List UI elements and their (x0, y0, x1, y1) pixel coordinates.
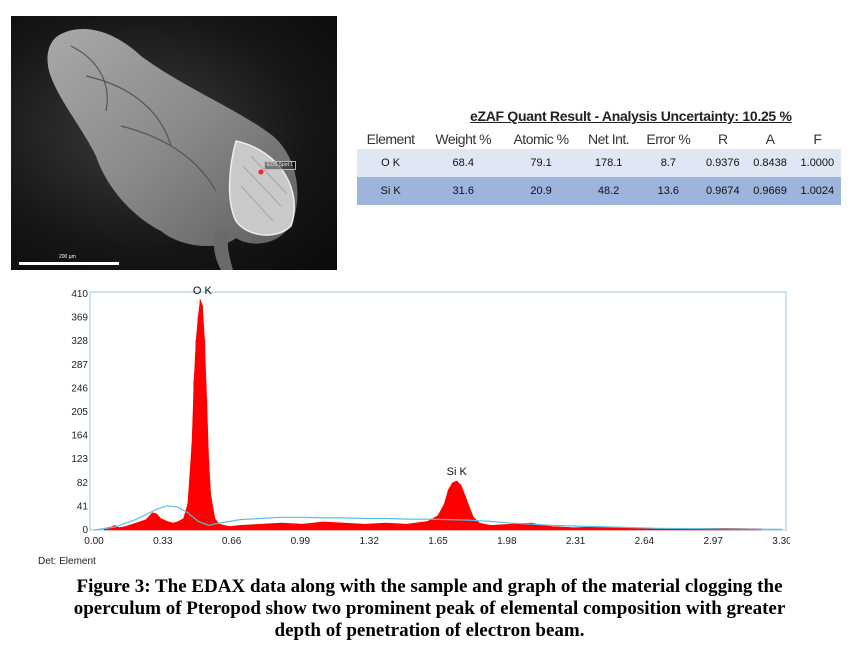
table-cell: 0.9674 (699, 177, 747, 205)
table-row: O K 68.4 79.1 178.1 8.7 0.9376 0.8438 1.… (357, 149, 841, 177)
y-tick-label: 82 (77, 478, 89, 489)
header-cell: Element (366, 131, 415, 147)
scale-bar: 200 µm (11, 254, 337, 270)
x-tick-label: 0.00 (84, 536, 104, 547)
peak-label: O K (193, 285, 213, 297)
caption-line: depth of penetration of electron beam. (274, 620, 585, 641)
table-cell: 1.0024 (793, 177, 841, 205)
x-tick-label: 3.30 (772, 536, 790, 547)
x-axis: 0.00 0.33 0.66 0.99 1.32 1.65 1.98 2.31 2.64 2.97… (84, 536, 790, 547)
table-cell: O K (357, 149, 425, 177)
x-tick-label: 2.31 (566, 536, 586, 547)
y-tick-label: 246 (71, 383, 88, 394)
table-cell: 79.1 (502, 149, 580, 177)
table-cell: 178.1 (579, 149, 638, 177)
header-cell: Error % (646, 131, 691, 147)
x-tick-label: 0.99 (291, 536, 311, 547)
caption-line: Figure 3: The EDAX data along with the s… (76, 576, 783, 597)
y-tick-label: 369 (71, 313, 88, 324)
y-tick-label: 328 (71, 336, 88, 347)
x-tick-label: 1.98 (497, 536, 517, 547)
series-layer (93, 299, 783, 531)
y-tick-label: 205 (71, 407, 88, 418)
x-tick-label: 0.33 (153, 536, 173, 547)
y-tick-label: 164 (71, 431, 88, 442)
peak-label: Si K (447, 466, 468, 478)
y-tick-label: 41 (77, 501, 89, 512)
y-tick-label: 123 (71, 454, 88, 465)
y-axis: 0 41 82 123 164 205 246 287 328 369 410 (71, 289, 88, 536)
header-cell: R (718, 131, 728, 147)
figure-caption: Figure 3: The EDAX data along with the s… (0, 576, 859, 642)
table-cell: 48.2 (579, 177, 638, 205)
caption-line: operculum of Pteropod show two prominent… (73, 598, 786, 619)
table-cell: 20.9 (502, 177, 580, 205)
table-cell: 0.8438 (746, 149, 794, 177)
header-cell: Weight % (435, 131, 492, 147)
x-tick-label: 2.64 (635, 536, 655, 547)
quant-table: Element Weight % Atomic % Net Int. Error… (357, 129, 841, 205)
table-cell: 68.4 (424, 149, 503, 177)
x-tick-label: 1.65 (428, 536, 448, 547)
table-cell: 31.6 (424, 177, 503, 205)
table-cell: 8.7 (637, 149, 700, 177)
y-tick-label: 410 (71, 289, 88, 300)
detector-label: Det: Element (38, 556, 96, 567)
peak-labels: O K Si K (193, 285, 468, 478)
scale-bar-line (19, 262, 119, 265)
table-cell: 1.0000 (793, 149, 841, 177)
x-tick-label: 2.97 (703, 536, 723, 547)
scale-bar-label: 200 µm (59, 254, 76, 260)
y-tick-label: 0 (82, 525, 88, 536)
spectrum-series (104, 299, 762, 531)
table-cell: 0.9376 (699, 149, 747, 177)
pteropod-shell-graphic (47, 29, 298, 270)
table-cell: Si K (357, 177, 425, 205)
header-cell: F (813, 131, 822, 147)
quant-header-row: Element Weight % Atomic % Net Int. Error… (357, 129, 841, 149)
y-tick-label: 287 (71, 360, 88, 371)
x-tick-label: 1.32 (359, 536, 379, 547)
eds-spot-label: EDS Spot 1 (264, 161, 297, 170)
header-cell: Net Int. (588, 131, 630, 147)
background-fit-line (93, 505, 783, 531)
header-cell: A (765, 131, 775, 147)
table-cell: 13.6 (637, 177, 700, 205)
table-row: Si K 31.6 20.9 48.2 13.6 0.9674 0.9669 1… (357, 177, 841, 205)
table-cell: 0.9669 (746, 177, 794, 205)
header-cell: Atomic % (513, 131, 569, 147)
x-tick-label: 0.66 (222, 536, 242, 547)
quant-table-title: eZAF Quant Result - Analysis Uncertainty… (470, 108, 792, 124)
sem-image: EDS Spot 1 200 µm (11, 16, 337, 270)
